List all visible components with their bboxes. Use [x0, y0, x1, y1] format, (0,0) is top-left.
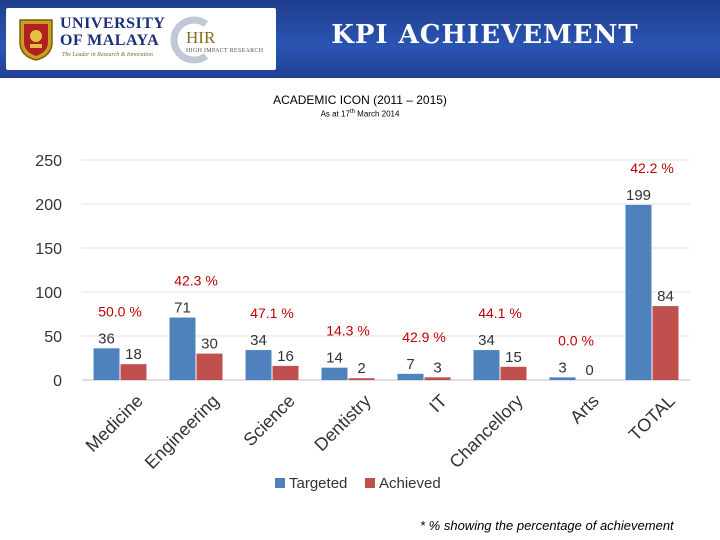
subtitle-ordinal: th: [349, 109, 355, 115]
bar-targeted: [93, 348, 120, 380]
data-label-achieved: 3: [433, 359, 441, 376]
university-crest-icon: [19, 19, 53, 61]
percentage-label: 42.2 %: [630, 160, 674, 176]
university-name-line2: OF MALAYA: [60, 32, 160, 49]
legend-swatch-achieved: [365, 478, 375, 488]
bar-achieved: [348, 378, 375, 380]
y-tick-label: 150: [35, 241, 62, 258]
data-label-achieved: 30: [201, 336, 218, 353]
hir-logo-icon: [170, 16, 209, 64]
bar-targeted: [397, 373, 424, 380]
data-label-targeted: 71: [174, 300, 191, 317]
bar-achieved: [272, 365, 299, 380]
bar-achieved: [500, 366, 527, 380]
bar-targeted: [321, 367, 348, 380]
bar-achieved: [424, 377, 451, 380]
legend-swatch-targeted: [275, 478, 285, 488]
y-tick-label: 200: [35, 197, 62, 214]
x-tick-label: IT: [425, 391, 450, 416]
university-logo: UNIVERSITY OF MALAYA The Leader in Resea…: [6, 8, 276, 70]
x-tick-label: Arts: [566, 391, 603, 428]
y-tick-label: 0: [53, 373, 62, 390]
data-label-achieved: 15: [505, 349, 522, 366]
percentage-label: 42.9 %: [402, 329, 446, 345]
data-label-achieved: 2: [357, 360, 365, 377]
footnote: * % showing the percentage of achievemen…: [420, 518, 674, 533]
data-label-targeted: 14: [326, 350, 343, 367]
legend-label-targeted: Targeted: [289, 475, 347, 492]
bar-targeted: [625, 204, 652, 380]
data-label-targeted: 36: [98, 330, 115, 347]
data-label-achieved: 18: [125, 346, 142, 363]
data-label-targeted: 7: [406, 356, 414, 373]
percentage-label: 47.1 %: [250, 305, 294, 321]
data-label-targeted: 34: [478, 332, 495, 349]
x-tick-label: Medicine: [82, 391, 147, 456]
subtitle-prefix: As at 17: [320, 109, 350, 119]
data-label-targeted: 3: [558, 359, 566, 376]
bar-targeted: [245, 350, 272, 380]
header-banner: UNIVERSITY OF MALAYA The Leader in Resea…: [0, 0, 720, 78]
data-label-targeted: 34: [250, 332, 267, 349]
x-tick-label: Science: [239, 391, 298, 450]
hir-subtitle: HIGH IMPACT RESEARCH: [186, 48, 264, 54]
percentage-label: 0.0 %: [558, 332, 594, 348]
percentage-label: 50.0 %: [98, 303, 142, 319]
university-tagline: The Leader in Research & Innovation: [62, 52, 153, 58]
data-label-achieved: 84: [657, 288, 674, 305]
data-label-achieved: 16: [277, 348, 294, 365]
y-tick-label: 50: [44, 329, 62, 346]
bar-targeted: [169, 317, 196, 380]
x-tick-label: Chancellory: [445, 391, 526, 472]
university-name-line1: UNIVERSITY: [60, 15, 166, 32]
bar-achieved: [652, 306, 679, 380]
data-label-targeted: 199: [626, 187, 651, 204]
legend-label-achieved: Achieved: [379, 475, 441, 492]
x-tick-label: TOTAL: [625, 391, 679, 445]
page-title: KPI ACHIEVEMENT: [331, 20, 639, 50]
percentage-label: 42.3 %: [174, 273, 218, 289]
x-tick-label: Dentistry: [310, 391, 374, 455]
y-tick-label: 250: [35, 153, 62, 170]
x-tick-label: Engineering: [141, 391, 223, 473]
percentage-label: 44.1 %: [478, 305, 522, 321]
bar-achieved: [120, 364, 147, 380]
bar-targeted: [473, 350, 500, 380]
subtitle-suffix: March 2014: [354, 109, 400, 119]
hir-name: HIR: [186, 28, 216, 47]
chart-title: ACADEMIC ICON (2011 – 2015): [273, 93, 447, 107]
percentage-label: 14.3 %: [326, 323, 370, 339]
bar-achieved: [196, 353, 223, 380]
bar-targeted: [549, 377, 576, 380]
data-label-achieved: 0: [585, 362, 593, 379]
y-tick-label: 100: [35, 285, 62, 302]
chart-subtitle: As at 17th March 2014: [0, 109, 720, 119]
